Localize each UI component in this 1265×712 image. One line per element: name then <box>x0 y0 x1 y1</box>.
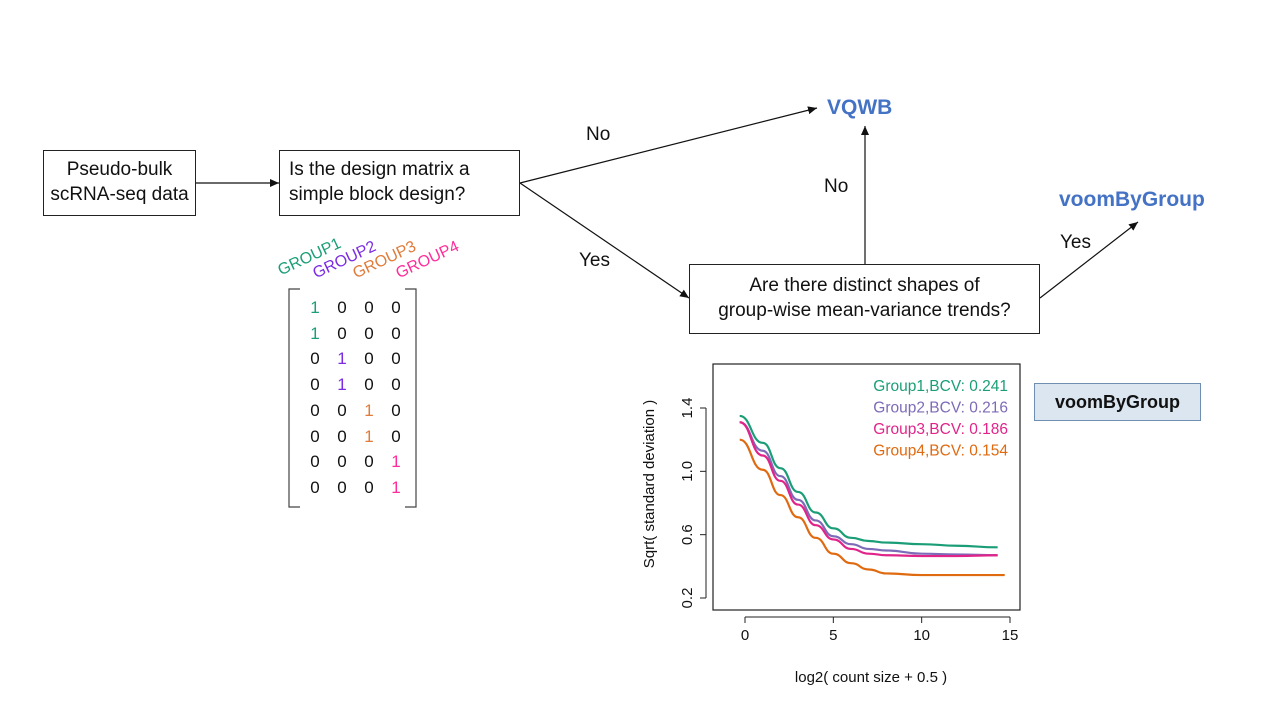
matrix-cell: 0 <box>391 349 401 369</box>
plot-frame <box>712 363 1021 611</box>
matrix-cell: 0 <box>337 298 347 317</box>
arrow-q2-to-voombygroup <box>1039 221 1139 299</box>
y-axis-label: Sqrt( standard deviation ) <box>641 400 658 568</box>
matrix-cell: 0 <box>364 452 374 472</box>
matrix-cell: 1 <box>337 349 347 369</box>
matrix-cell: 0 <box>337 400 347 420</box>
node-mean-variance-question: Are there distinct shapes of group-wise … <box>689 264 1040 334</box>
node-pseudo-bulk-line1: Pseudo-bulk <box>66 159 173 180</box>
edge-label-q2-yes: Yes <box>1060 232 1091 253</box>
matrix-cell: 1 <box>391 452 401 472</box>
node-pseudo-bulk-line2: scRNA-seq data <box>50 184 189 205</box>
x-axis-label: log2( count size + 0.5 ) <box>795 669 947 686</box>
matrix-left-bracket <box>288 288 300 508</box>
matrix-cell: 0 <box>391 426 401 446</box>
x-tick-label: 0 <box>741 627 749 644</box>
x-tick-label: 15 <box>1002 627 1019 644</box>
matrix-cell: 0 <box>364 349 374 369</box>
matrix-cell: 0 <box>391 400 401 420</box>
matrix-cell: 0 <box>337 426 347 446</box>
node-q2-line2: group-wise mean-variance trends? <box>718 300 1011 321</box>
matrix-cell: 1 <box>391 477 401 497</box>
arrow-q1-to-q2 <box>519 182 690 299</box>
matrix-cell: 0 <box>337 323 347 343</box>
matrix-cell: 0 <box>391 323 401 343</box>
legend-entry-group1: Group1,BCV: 0.241 <box>873 378 1008 395</box>
y-tick-label: 1.4 <box>679 398 696 419</box>
edge-label-q2-no: No <box>824 176 849 197</box>
voombygroup-label: voomByGroup <box>1059 188 1205 211</box>
matrix-cell: 0 <box>364 298 374 317</box>
series-line-group1 <box>739 414 998 549</box>
y-tick-label: 0.2 <box>679 588 696 609</box>
matrix-cell: 0 <box>310 349 320 369</box>
y-tick-label: 0.6 <box>679 524 696 545</box>
node-q1-line1: Is the design matrix a <box>289 159 470 180</box>
legend-entry-group4: Group4,BCV: 0.154 <box>873 443 1008 460</box>
node-q2-line1: Are there distinct shapes of <box>749 275 980 296</box>
matrix-cell: 1 <box>364 400 374 420</box>
x-tick-label: 10 <box>913 627 930 644</box>
matrix-cell: 1 <box>364 426 374 446</box>
matrix-cell: 0 <box>364 477 374 497</box>
matrix-cell: 0 <box>310 375 320 395</box>
matrix-cell: 0 <box>310 400 320 420</box>
matrix-cell: 0 <box>310 452 320 472</box>
matrix-cell: 0 <box>364 375 374 395</box>
voombygroup-box: voomByGroup <box>1034 383 1201 421</box>
matrix-cell: 0 <box>391 375 401 395</box>
node-pseudo-bulk: Pseudo-bulk scRNA-seq data <box>43 150 196 216</box>
series-line-group3 <box>739 421 998 558</box>
vqwb-label: VQWB <box>827 96 893 119</box>
matrix-cell: 0 <box>391 298 401 317</box>
matrix-cell: 0 <box>310 426 320 446</box>
series-line-group4 <box>739 438 1005 577</box>
matrix-cell: 0 <box>337 477 347 497</box>
matrix-cell: 1 <box>310 323 320 343</box>
x-tick-label: 5 <box>829 627 837 644</box>
legend-entry-group3: Group3,BCV: 0.186 <box>873 421 1008 438</box>
matrix-cell: 1 <box>337 375 347 395</box>
node-block-design-question: Is the design matrix a simple block desi… <box>279 150 520 216</box>
node-q1-line2: simple block design? <box>289 184 466 205</box>
y-tick-label: 1.0 <box>679 461 696 482</box>
edge-label-q1-yes: Yes <box>579 250 610 271</box>
matrix-cell: 0 <box>364 323 374 343</box>
matrix-right-bracket <box>405 288 417 508</box>
matrix-cell: 0 <box>337 452 347 472</box>
edge-label-q1-no: No <box>586 124 611 145</box>
legend-entry-group2: Group2,BCV: 0.216 <box>873 400 1008 417</box>
series-line-group2 <box>739 421 998 557</box>
matrix-cell: 0 <box>310 477 320 497</box>
matrix-cell: 1 <box>310 298 320 317</box>
arrow-q1-to-vqwb <box>519 106 818 184</box>
